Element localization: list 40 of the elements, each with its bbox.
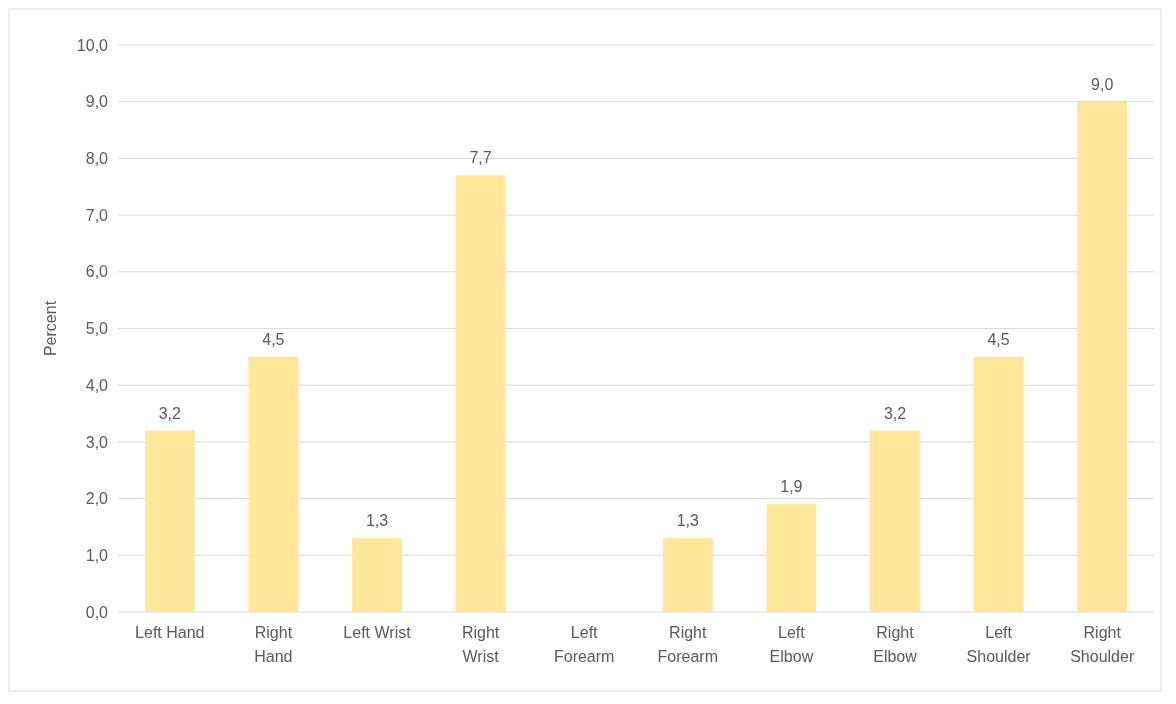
bar bbox=[455, 175, 506, 612]
y-tick-label: 3,0 bbox=[85, 433, 109, 451]
y-tick-label: 4,0 bbox=[85, 376, 109, 394]
x-tick-label: Left Forearm bbox=[553, 624, 615, 665]
x-tick-label: Left Wrist bbox=[343, 624, 412, 641]
y-tick-label: 5,0 bbox=[85, 320, 109, 338]
bar bbox=[248, 356, 299, 612]
x-tick-label: Right Shoulder bbox=[1070, 624, 1135, 665]
x-tick-label: Left Elbow bbox=[769, 624, 814, 665]
x-tick-label: Right Hand bbox=[254, 624, 293, 665]
data-label: 9,0 bbox=[1091, 75, 1114, 93]
bar bbox=[144, 430, 195, 612]
x-tick-label: Left Hand bbox=[135, 624, 205, 641]
bar bbox=[1077, 101, 1128, 612]
data-label: 1,3 bbox=[365, 512, 389, 530]
y-tick-label: 7,0 bbox=[85, 206, 109, 224]
y-tick-label: 2,0 bbox=[85, 490, 109, 508]
data-label: 3,2 bbox=[883, 404, 907, 422]
data-label: 1,3 bbox=[676, 512, 700, 530]
x-tick-label: Right Forearm bbox=[657, 624, 719, 665]
y-tick-label: 10,0 bbox=[76, 36, 109, 54]
bar bbox=[973, 356, 1024, 612]
bar bbox=[870, 430, 920, 612]
y-tick-label: 8,0 bbox=[85, 150, 109, 167]
data-label: 7,7 bbox=[469, 149, 492, 167]
x-tick-label: Right Wrist bbox=[461, 624, 500, 665]
data-label: 1,9 bbox=[780, 478, 803, 496]
bar bbox=[352, 538, 402, 612]
data-label: 4,5 bbox=[987, 330, 1010, 348]
y-tick-label: 6,0 bbox=[85, 263, 109, 281]
bar bbox=[662, 538, 713, 612]
data-label: 4,5 bbox=[262, 330, 285, 348]
data-label: 3,2 bbox=[158, 404, 182, 422]
y-tick-label: 9,0 bbox=[85, 93, 109, 111]
y-tick-label: 0,0 bbox=[85, 603, 109, 621]
bar bbox=[766, 504, 817, 612]
y-axis-title: Percent bbox=[42, 300, 59, 357]
x-tick-label: Left Shoulder bbox=[966, 624, 1032, 665]
x-tick-label: Right Elbow bbox=[873, 624, 918, 665]
y-tick-label: 1,0 bbox=[85, 546, 109, 564]
